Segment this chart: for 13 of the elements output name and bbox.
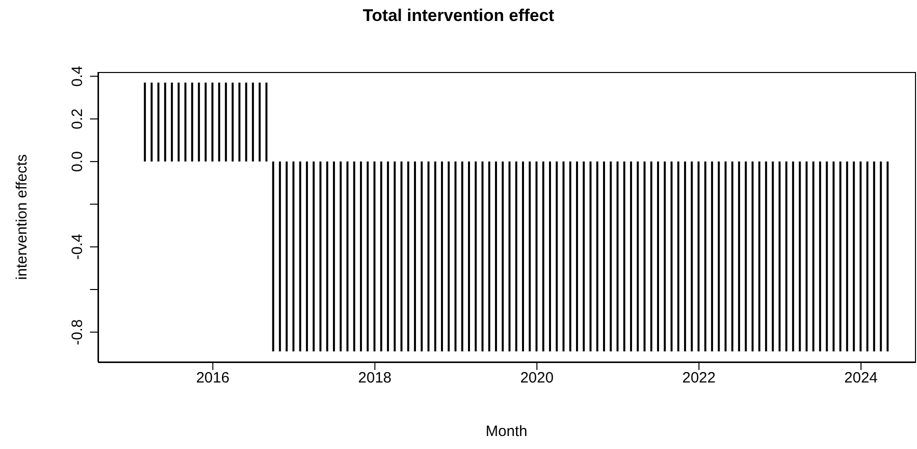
y-tick-label: 0.4	[69, 66, 86, 87]
y-tick-label: 0.0	[69, 151, 86, 172]
y-tick-label: -0.8	[69, 319, 86, 346]
y-tick-label: 0.2	[69, 108, 86, 130]
x-tick-label: 2018	[358, 370, 392, 387]
x-tick-label: 2016	[196, 370, 230, 387]
x-axis-title: Month	[484, 423, 528, 440]
chart-title: Total intervention effect	[362, 6, 556, 26]
x-tick-label: 2020	[520, 370, 554, 387]
x-tick-label: 2024	[844, 370, 878, 387]
y-axis-title: intervention effects	[14, 154, 30, 280]
x-tick-label: 2022	[682, 370, 716, 387]
y-tick-label: -0.4	[69, 234, 86, 260]
